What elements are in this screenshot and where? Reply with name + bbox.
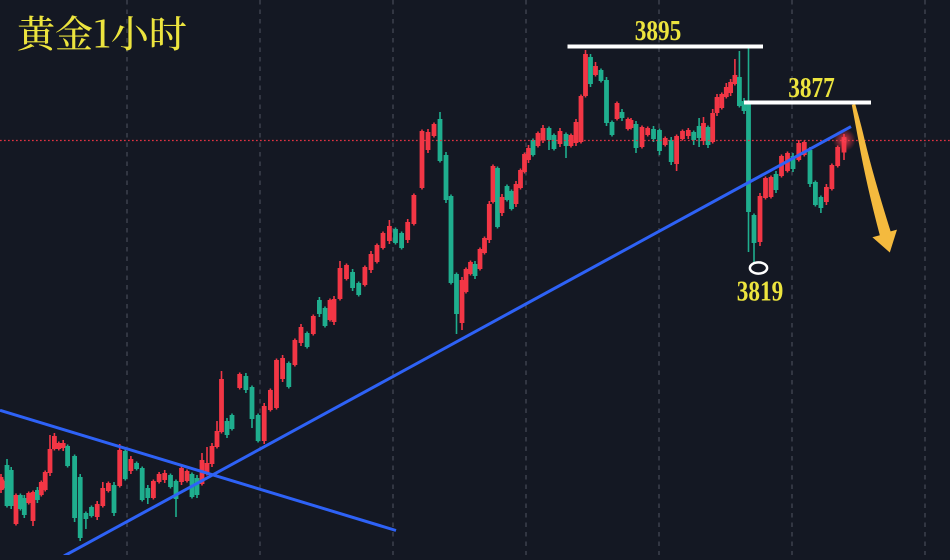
svg-text:3895: 3895 xyxy=(635,15,682,47)
svg-text:3877: 3877 xyxy=(788,72,835,104)
svg-text:3819: 3819 xyxy=(737,276,784,308)
